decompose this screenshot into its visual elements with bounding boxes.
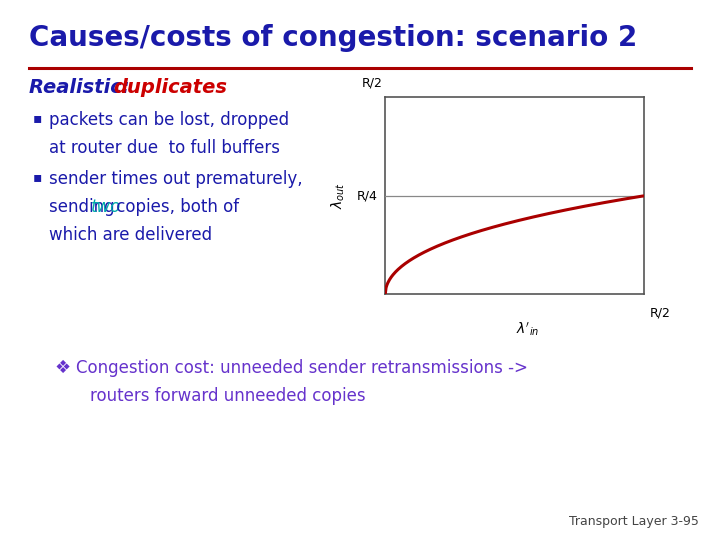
- Text: ▪: ▪: [32, 111, 42, 125]
- Text: R/2: R/2: [361, 76, 382, 89]
- Text: two: two: [91, 198, 121, 216]
- Text: which are delivered: which are delivered: [49, 226, 212, 244]
- Text: ▪: ▪: [32, 170, 42, 184]
- Text: copies, both of: copies, both of: [111, 198, 239, 216]
- Text: packets can be lost, dropped: packets can be lost, dropped: [49, 111, 289, 129]
- Text: duplicates: duplicates: [113, 78, 227, 97]
- Text: sending: sending: [49, 198, 120, 216]
- Text: Congestion cost: unneeded sender retransmissions ->: Congestion cost: unneeded sender retrans…: [76, 359, 528, 377]
- Text: $\lambda_{out}$: $\lambda_{out}$: [330, 182, 347, 210]
- Text: Causes/costs of congestion: scenario 2: Causes/costs of congestion: scenario 2: [29, 24, 637, 52]
- Text: R/4: R/4: [356, 189, 377, 202]
- Text: $\lambda'_{in}$: $\lambda'_{in}$: [516, 320, 539, 338]
- Text: at router due  to full buffers: at router due to full buffers: [49, 139, 280, 157]
- Text: sender times out prematurely,: sender times out prematurely,: [49, 170, 302, 188]
- Text: ❖: ❖: [54, 359, 70, 377]
- Text: Transport Layer 3-95: Transport Layer 3-95: [569, 515, 698, 528]
- Text: Realistic:: Realistic:: [29, 78, 136, 97]
- Text: R/2: R/2: [649, 306, 670, 319]
- Text: routers forward unneeded copies: routers forward unneeded copies: [90, 387, 366, 405]
